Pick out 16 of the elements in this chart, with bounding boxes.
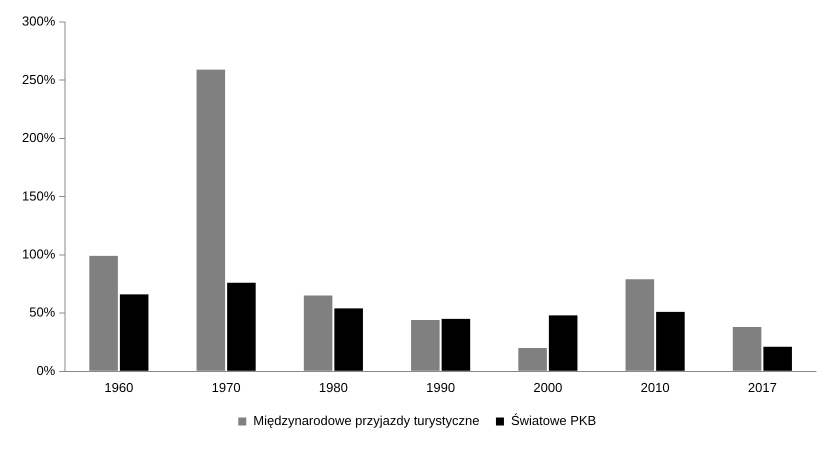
legend-label: Międzynarodowe przyjazdy turystyczne bbox=[253, 413, 480, 428]
y-tick-label: 250% bbox=[22, 72, 56, 87]
y-tick-label: 0% bbox=[36, 362, 56, 378]
x-tick-label: 1990 bbox=[426, 380, 456, 395]
y-tick-label: 50% bbox=[29, 304, 56, 320]
x-tick-label: 1970 bbox=[212, 380, 241, 395]
y-tick-label: 200% bbox=[22, 130, 56, 146]
y-tick-label: 300% bbox=[22, 14, 56, 29]
y-tick-label: 150% bbox=[22, 188, 56, 204]
x-tick-label: 1980 bbox=[318, 380, 348, 395]
x-tick-label: 1960 bbox=[104, 380, 134, 395]
y-tick-label: 100% bbox=[22, 246, 56, 262]
legend-label: Światowe PKB bbox=[510, 413, 596, 428]
x-tick-label: 2017 bbox=[748, 380, 777, 395]
x-tick-label: 2010 bbox=[640, 380, 670, 395]
x-tick-label: 2000 bbox=[533, 380, 562, 395]
